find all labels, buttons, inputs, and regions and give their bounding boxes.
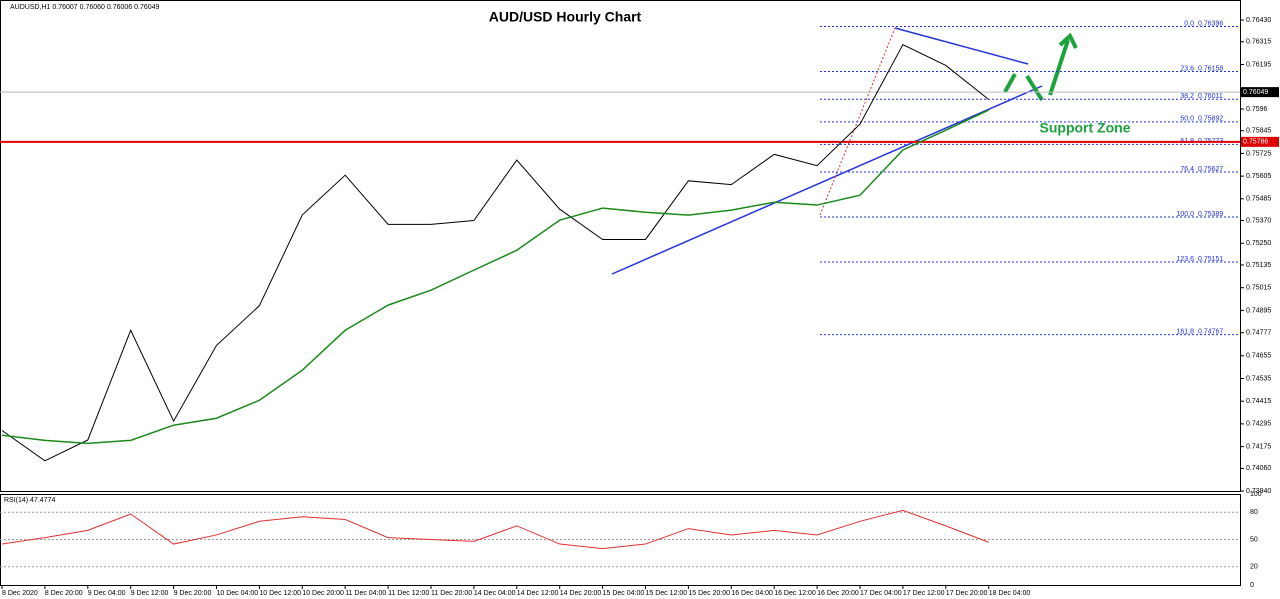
x-tick-label: 17 Dec 20:00	[946, 590, 988, 597]
x-tick-label: 10 Dec 04:00	[217, 590, 259, 597]
y-tick-label: 0.7596	[1246, 106, 1268, 113]
x-tick-label: 16 Dec 12:00	[774, 590, 816, 597]
y-tick-label: 0.74415	[1246, 398, 1271, 405]
x-tick-label: 14 Dec 12:00	[517, 590, 559, 597]
rsi-title: RSI(14) 47.4774	[4, 497, 55, 504]
y-tick-label: 0.75135	[1246, 262, 1271, 269]
rsi-tick-label: 80	[1250, 509, 1258, 516]
x-tick-label: 17 Dec 12:00	[903, 590, 945, 597]
x-tick-label: 16 Dec 04:00	[731, 590, 773, 597]
fib-level-label: 100.0	[1176, 211, 1194, 218]
y-tick-label: 0.76430	[1246, 17, 1271, 24]
x-tick-label: 9 Dec 04:00	[88, 590, 126, 597]
x-tick-label: 11 Dec 20:00	[431, 590, 472, 597]
arrow	[1003, 32, 1078, 102]
rsi-tick-label: 50	[1250, 536, 1258, 543]
fib-level-label: 50.0	[1180, 116, 1194, 123]
y-tick-label: 0.73940	[1246, 488, 1271, 495]
y-tick-label: 0.75485	[1246, 196, 1271, 203]
y-tick-label: 0.75605	[1246, 173, 1271, 180]
y-tick-label: 0.75845	[1246, 128, 1271, 135]
y-tick-label: 0.74895	[1246, 307, 1271, 314]
fib-price-label: 0.75151	[1198, 256, 1223, 263]
fib-price-label: 0.76158	[1198, 65, 1223, 72]
fib-price-label: 0.76396	[1198, 20, 1223, 27]
fib-level-label: 0.0	[1184, 20, 1194, 27]
price-box	[1241, 87, 1279, 98]
rsi-line	[1, 509, 989, 550]
main-frame	[0, 0, 1241, 492]
y-tick-label: 0.74175	[1246, 443, 1271, 450]
x-tick-label: 8 Dec 2020	[2, 590, 38, 597]
price-series	[1, 43, 990, 462]
x-tick-label: 10 Dec 12:00	[259, 590, 301, 597]
y-tick-label: 0.74777	[1246, 330, 1271, 337]
y-tick-label: 0.75250	[1246, 240, 1271, 247]
x-tick-label: 8 Dec 20:00	[45, 590, 83, 597]
x-tick-label: 15 Dec 04:00	[603, 590, 645, 597]
y-tick-label: 0.76315	[1246, 39, 1271, 46]
x-tick-label: 15 Dec 20:00	[688, 590, 730, 597]
fib-level-label: 23.6	[1180, 65, 1194, 72]
fib-price-label: 0.74767	[1198, 328, 1223, 335]
x-tick-label: 11 Dec 12:00	[388, 590, 429, 597]
rsi-tick-label: 0	[1250, 582, 1254, 589]
fib-level-label: 161.8	[1176, 328, 1194, 335]
x-tick-label: 14 Dec 04:00	[474, 590, 516, 597]
moving-average	[1, 109, 990, 445]
annotation: Support Zone	[1040, 120, 1131, 136]
x-tick-label: 18 Dec 04:00	[989, 590, 1031, 597]
fib-price-label: 0.75627	[1198, 166, 1223, 173]
x-tick-label: 17 Dec 04:00	[860, 590, 902, 597]
x-tick-label: 15 Dec 12:00	[646, 590, 688, 597]
fib-price-label: 0.76011	[1198, 93, 1223, 100]
x-tick-label: 9 Dec 20:00	[174, 590, 212, 597]
y-tick-label: 0.76195	[1246, 61, 1271, 68]
y-tick-label: 0.75725	[1246, 150, 1271, 157]
resistance-box	[1241, 136, 1279, 147]
rsi-tick-label: 100	[1250, 491, 1262, 498]
y-tick-label: 0.74295	[1246, 421, 1271, 428]
resistance-label: 0.75786	[1243, 139, 1268, 146]
price-label: 0.76049	[1243, 89, 1268, 96]
fib-level-label: 76.4	[1180, 166, 1194, 173]
x-tick-label: 9 Dec 12:00	[131, 590, 169, 597]
fib-price-label: 0.75892	[1198, 116, 1223, 123]
trend-line	[894, 27, 1029, 65]
x-tick-label: 14 Dec 20:00	[560, 590, 602, 597]
y-tick-label: 0.74655	[1246, 353, 1271, 360]
fib-price-label: 0.75389	[1198, 211, 1223, 218]
x-tick-label: 10 Dec 20:00	[302, 590, 344, 597]
x-tick-label: 11 Dec 04:00	[345, 590, 386, 597]
chart-title: AUD/USD Hourly Chart	[489, 9, 642, 25]
rsi-tick-label: 20	[1250, 564, 1258, 571]
fib-level-label: 123.6	[1176, 256, 1194, 263]
y-tick-label: 0.75015	[1246, 285, 1271, 292]
y-tick-label: 0.74060	[1246, 465, 1271, 472]
y-tick-label: 0.74535	[1246, 375, 1271, 382]
y-tick-label: 0.75370	[1246, 217, 1271, 224]
x-tick-label: 16 Dec 20:00	[817, 590, 859, 597]
fib-level-label: 38.2	[1180, 93, 1194, 100]
trend-line	[611, 85, 1043, 275]
header: AUDUSD,H1 0.76007 0.76060 0.76006 0.7604…	[10, 4, 160, 11]
